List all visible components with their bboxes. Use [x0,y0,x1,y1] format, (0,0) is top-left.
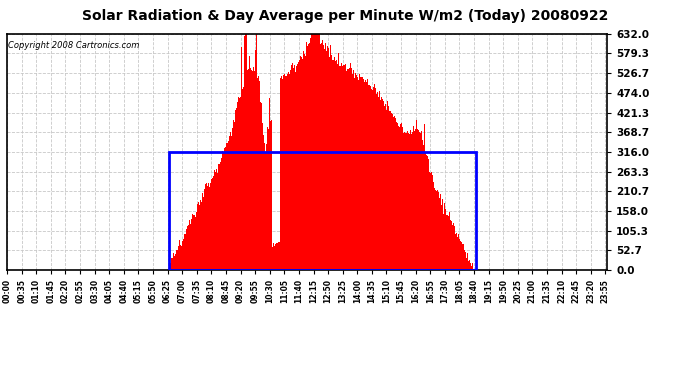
Bar [170,152,476,270]
Text: Copyright 2008 Cartronics.com: Copyright 2008 Cartronics.com [8,41,139,50]
Text: Solar Radiation & Day Average per Minute W/m2 (Today) 20080922: Solar Radiation & Day Average per Minute… [82,9,608,23]
